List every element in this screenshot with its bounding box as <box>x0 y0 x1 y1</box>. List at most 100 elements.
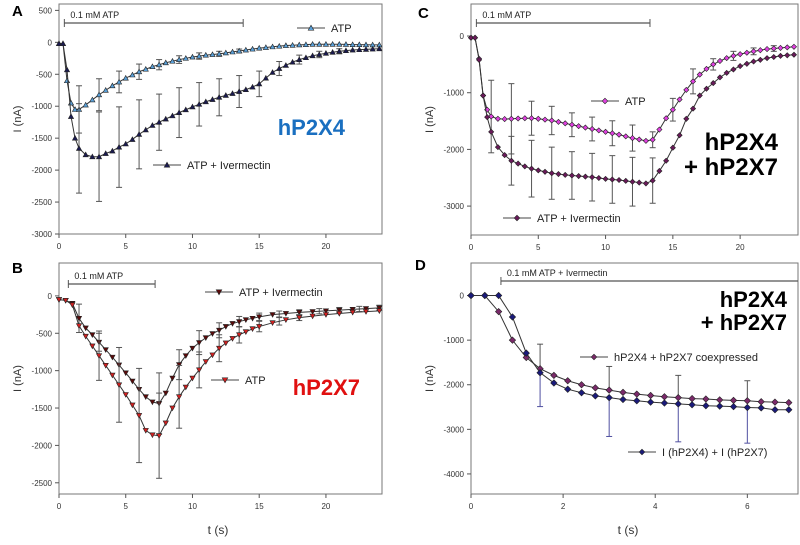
data-point-diamond <box>484 114 491 121</box>
data-point-triangle-up <box>67 99 75 106</box>
data-point-triangle-up <box>71 134 79 141</box>
legend-entry: ATP + Ivermectin <box>153 160 271 172</box>
data-point-triangle-down <box>296 315 303 321</box>
data-point-diamond <box>564 377 572 385</box>
data-point-triangle-down <box>95 353 103 359</box>
data-point-diamond <box>737 51 744 58</box>
legend-entry: ATP <box>211 375 266 387</box>
data-point-triangle-up <box>122 74 129 81</box>
data-point-diamond <box>663 115 670 122</box>
data-point-triangle-up <box>296 56 303 62</box>
data-point-triangle-up <box>169 57 176 64</box>
data-point-triangle-up <box>362 46 370 52</box>
data-point-triangle-up <box>316 41 323 47</box>
y-tick-label: -1000 <box>32 367 53 376</box>
data-point-triangle-down <box>75 323 83 330</box>
data-point-diamond <box>629 135 636 142</box>
data-point-diamond <box>716 396 724 404</box>
data-point-diamond <box>784 44 791 51</box>
y-tick-label: 500 <box>39 6 53 15</box>
data-point-triangle-down <box>349 309 356 316</box>
data-point-diamond <box>646 398 655 406</box>
legend-label: I (hP2X4) + I (hP2X7) <box>662 447 767 459</box>
data-point-diamond <box>743 49 750 56</box>
y-tick-label: -1000 <box>444 336 465 345</box>
data-point-triangle-down <box>236 319 243 325</box>
data-point-triangle-down <box>209 352 216 359</box>
data-point-triangle-down <box>115 382 123 389</box>
data-point-triangle-up <box>202 51 209 58</box>
legend-entry: I (hP2X4) + I (hP2X7) <box>628 447 767 459</box>
data-point-diamond <box>622 177 629 184</box>
legend-entry: ATP + Ivermectin <box>503 213 621 225</box>
data-point-triangle-down <box>75 315 83 322</box>
data-point-diamond <box>633 390 641 398</box>
data-point-diamond <box>550 371 558 380</box>
series-1 <box>55 40 383 134</box>
y-tick-label: -3000 <box>444 202 465 211</box>
data-point-diamond <box>555 171 562 178</box>
legend-entry: ATP + Ivermectin <box>205 287 323 299</box>
data-point-triangle-up <box>289 41 296 48</box>
data-point-triangle-down <box>376 305 383 312</box>
data-point-diamond <box>522 349 530 357</box>
data-point-triangle-up <box>109 82 116 89</box>
data-point-triangle-down <box>162 420 169 427</box>
data-point-diamond <box>723 55 730 62</box>
y-tick-label: -3000 <box>32 230 53 239</box>
data-point-diamond <box>730 52 737 59</box>
data-point-triangle-down <box>362 309 370 315</box>
legend-entry: ATP <box>591 96 646 108</box>
data-point-diamond <box>562 171 569 178</box>
data-point-diamond <box>602 128 609 135</box>
data-point-triangle-up <box>276 65 283 71</box>
data-point-triangle-down <box>336 307 343 314</box>
data-point-triangle-down <box>336 311 343 317</box>
x-tick-label: 20 <box>736 243 745 252</box>
data-point-triangle-up <box>182 106 189 113</box>
data-point-diamond <box>696 71 703 78</box>
data-point-triangle-up <box>163 161 171 168</box>
data-point-triangle-up <box>135 68 143 75</box>
data-point-diamond <box>589 174 596 181</box>
stimulus-label: 0.1 mM ATP <box>74 271 123 281</box>
data-point-diamond <box>683 115 690 122</box>
y-tick-label: -1000 <box>32 102 53 111</box>
data-point-diamond <box>696 92 703 99</box>
data-point-diamond <box>501 152 508 159</box>
x-tick-label: 4 <box>653 502 658 511</box>
stimulus-label: 0.1 mM ATP + Ivermectin <box>507 268 607 278</box>
x-tick-label: 15 <box>255 502 264 511</box>
data-point-diamond <box>660 393 669 401</box>
data-point-triangle-down <box>215 289 223 296</box>
data-point-diamond <box>743 60 750 67</box>
y-tick-label: -500 <box>36 329 53 338</box>
data-point-diamond <box>582 173 589 180</box>
data-point-triangle-up <box>249 45 256 52</box>
y-axis-label: I (nA) <box>424 106 436 133</box>
data-point-triangle-down <box>122 392 129 398</box>
data-point-triangle-up <box>242 46 249 53</box>
data-point-triangle-up <box>369 45 376 52</box>
construct-label: hP2X4 <box>278 115 346 140</box>
data-point-triangle-up <box>102 87 109 93</box>
x-axis-label: t (s) <box>208 523 229 537</box>
data-point-diamond <box>785 398 793 407</box>
data-point-diamond <box>674 400 682 408</box>
data-point-triangle-up <box>142 126 149 133</box>
data-point-triangle-up <box>82 101 89 108</box>
data-point-diamond <box>616 131 623 138</box>
data-point-triangle-down <box>196 367 203 374</box>
data-point-diamond <box>488 113 495 120</box>
x-tick-label: 20 <box>321 242 330 251</box>
data-point-triangle-up <box>209 96 216 102</box>
y-tick-label: -2500 <box>32 479 53 488</box>
data-point-diamond <box>757 56 764 63</box>
data-point-triangle-down <box>89 343 96 350</box>
data-point-triangle-up <box>256 44 263 51</box>
data-point-diamond <box>729 396 738 404</box>
data-point-diamond <box>494 115 501 122</box>
data-point-triangle-down <box>142 428 149 434</box>
data-point-diamond <box>568 121 575 128</box>
data-point-diamond <box>690 78 697 85</box>
